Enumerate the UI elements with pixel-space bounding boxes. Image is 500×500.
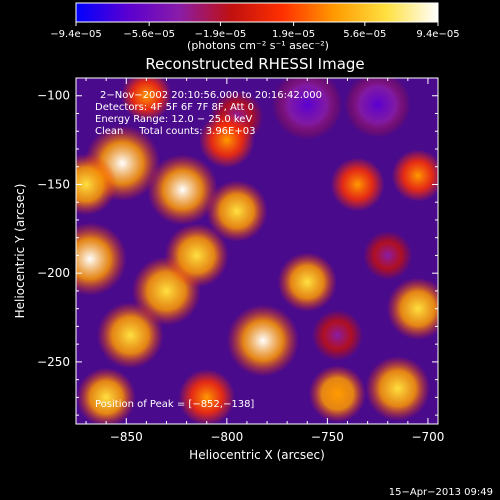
y-axis-label: Heliocentric Y (arcsec) [13,184,27,319]
emission-source [164,223,229,288]
emission-source [147,154,219,226]
axes: −850 −800 −750 −700 −100 −150 −200 −250 [37,77,444,444]
annotation-detectors: Detectors: 4F 5F 6F 7F 8F, Att 0 [95,102,254,113]
x-tick-label: −800 [210,430,243,444]
colorbar-tick-label: 5.6e−05 [343,29,386,40]
colorbar-tick-label: −9.4e−05 [50,29,102,40]
y-tick-label: −200 [37,266,70,280]
y-tick-label: −100 [37,89,70,103]
emission-source [120,78,172,122]
footer-date: 15−Apr−2013 09:49 [389,487,493,498]
x-axis-label: Heliocentric X (arcsec) [189,448,325,462]
colorbar-tick-label: −5.6e−05 [123,29,175,40]
emission-source [330,157,385,212]
y-tick-label: −150 [37,177,70,191]
heatmap-image [76,78,438,424]
colorbar [75,2,439,23]
emission-source [226,304,300,377]
colorbar-ticks: −9.4e−05 −5.6e−05 −1.9e−05 1.9e−05 5.6e−05 9.… [50,22,460,40]
colorbar-tick-label: −1.9e−05 [195,29,247,40]
x-tick-label: −700 [411,430,444,444]
plot-frame [75,77,439,425]
negative-region [344,78,411,138]
annotation-time-range: 2−Nov−2002 20:10:56.000 to 20:16:42.000 [100,90,322,101]
emission-source [365,356,431,421]
negative-region [272,78,343,140]
colorbar-tick-label: 1.9e−05 [272,29,315,40]
emission-source [308,365,367,423]
negative-region [363,231,413,280]
emission-source [391,149,438,202]
emission-source [178,369,235,424]
emission-source [76,367,136,424]
x-tick-label: −750 [311,430,344,444]
emission-source [199,112,255,168]
colorbar-units-label: (photons cm⁻² s⁻¹ asec⁻²) [187,39,329,52]
annotation-peak: Position of Peak = [−852,−138] [95,399,254,410]
chart-title: Reconstructed RHESSI Image [145,55,364,73]
emission-source [76,153,117,216]
colorbar-tick-label: 9.4e−05 [416,29,459,40]
emission-source [76,222,127,296]
emission-source [96,301,164,369]
annotation-energy: Energy Range: 12.0 − 25.0 keV [95,114,252,125]
emission-source [386,277,438,340]
negative-region [311,309,363,361]
emission-source [206,180,268,242]
emission-source [277,252,337,312]
x-tick-label: −850 [110,430,143,444]
heatmap-area [76,78,438,424]
annotation-clean: Clean Total counts: 3.96E+03 [95,126,255,137]
y-tick-label: −250 [37,355,70,369]
